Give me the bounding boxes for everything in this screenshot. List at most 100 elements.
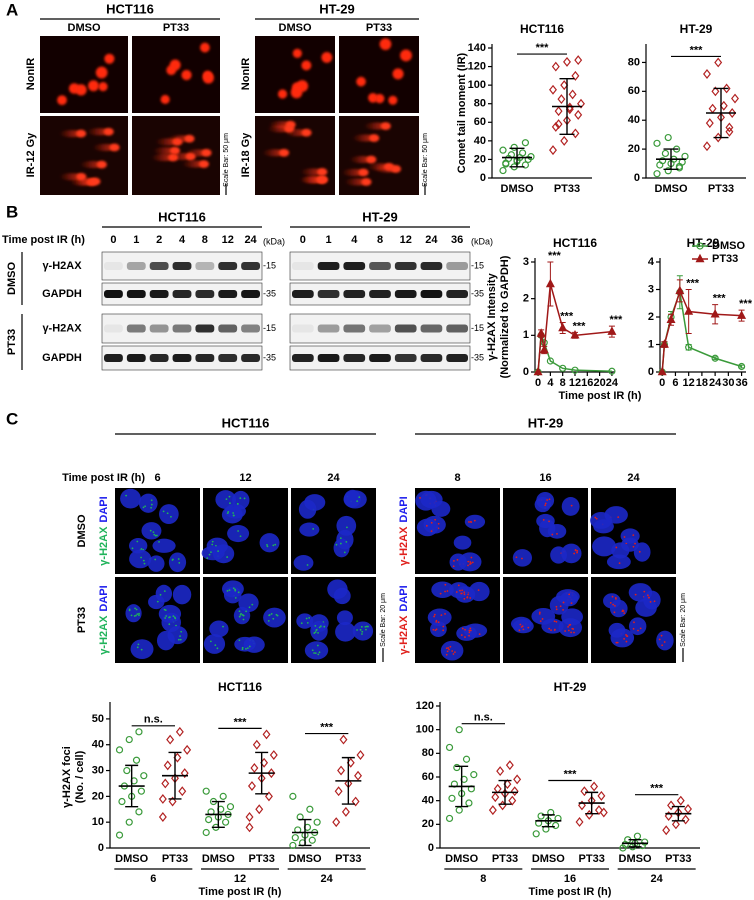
focus	[444, 613, 446, 615]
focus	[452, 565, 455, 568]
focus	[451, 650, 454, 652]
focus	[356, 629, 358, 631]
data-point	[510, 143, 518, 151]
focus	[312, 528, 315, 530]
band	[292, 324, 314, 333]
focus	[567, 629, 570, 632]
lane-label: 2	[156, 234, 162, 246]
focus	[266, 543, 268, 546]
data-point	[714, 57, 723, 68]
focus	[168, 616, 170, 619]
x-tick-label: PT33	[335, 853, 361, 865]
focus	[270, 613, 273, 615]
focus	[574, 549, 577, 551]
data-point	[574, 55, 583, 66]
band	[394, 324, 417, 333]
nucleus	[392, 68, 404, 80]
nucleus	[169, 59, 181, 71]
sd-bar	[541, 814, 555, 828]
nucleus	[277, 89, 288, 99]
nucleus	[234, 636, 256, 652]
focus	[544, 502, 547, 505]
focus	[611, 595, 614, 598]
focus	[521, 557, 523, 560]
focus	[556, 532, 558, 535]
focus	[228, 589, 231, 592]
data-point	[571, 70, 580, 81]
data-point	[291, 834, 299, 842]
focus	[661, 644, 664, 647]
series-line	[661, 288, 742, 373]
significance-label: ***	[690, 44, 704, 56]
data-point	[703, 141, 711, 152]
significance-label: ***	[560, 310, 574, 322]
data-point	[554, 106, 563, 117]
focus	[237, 591, 240, 594]
focus	[365, 625, 368, 628]
nucleus	[147, 555, 165, 572]
comet-head	[185, 152, 196, 161]
nucleus	[608, 622, 626, 638]
data-point	[557, 94, 566, 105]
x-tick-label: 16	[581, 377, 593, 389]
focus	[595, 517, 598, 520]
focus	[226, 556, 229, 558]
data-point	[536, 328, 546, 337]
focus	[166, 512, 169, 515]
focus	[467, 564, 469, 567]
nucleus	[304, 494, 326, 511]
focus	[519, 623, 522, 626]
band	[343, 262, 366, 270]
focus	[179, 635, 181, 637]
focus	[314, 625, 317, 627]
band	[126, 354, 146, 362]
y-tick-label: 1	[523, 329, 529, 341]
data-point	[161, 778, 170, 789]
focus	[142, 506, 145, 509]
band	[394, 262, 417, 270]
significance-label: ***	[739, 298, 753, 310]
nucleus	[152, 538, 176, 553]
comet-head	[317, 168, 328, 176]
significance-label: ***	[713, 293, 727, 305]
lane-label: 1	[326, 234, 332, 246]
focus	[128, 608, 131, 611]
nucleus	[541, 618, 564, 634]
comet-head	[170, 146, 181, 155]
focus	[180, 630, 183, 633]
data-point	[166, 734, 175, 745]
data-point	[666, 314, 676, 323]
data-point	[570, 330, 580, 339]
marker-label: -15	[263, 323, 276, 333]
sd-bar	[713, 87, 729, 139]
focus	[555, 620, 558, 623]
focus	[245, 610, 248, 613]
focus	[562, 601, 565, 604]
row-label: NonIR	[25, 58, 37, 90]
nucleus	[181, 69, 192, 81]
focus	[623, 637, 625, 640]
focus	[625, 634, 627, 636]
condition-label: PT33	[366, 22, 392, 34]
y-tick-label: 2	[648, 311, 654, 323]
focus	[573, 552, 576, 555]
y-tick-label: 60	[474, 116, 486, 128]
focus	[137, 643, 140, 646]
data-point	[332, 817, 341, 828]
focus	[626, 635, 629, 638]
series-line	[537, 335, 612, 373]
comet-head	[358, 168, 369, 177]
focus	[419, 496, 421, 499]
data-point	[653, 170, 661, 178]
focus	[365, 628, 367, 631]
data-point	[202, 828, 210, 837]
focus	[225, 498, 228, 501]
focus	[461, 627, 464, 630]
data-point	[453, 763, 461, 772]
data-point	[178, 786, 187, 797]
lane-label: 8	[377, 234, 383, 246]
data-point	[725, 122, 734, 133]
nucleus	[310, 620, 328, 641]
focus	[548, 520, 550, 523]
significance-label: ***	[320, 721, 334, 733]
